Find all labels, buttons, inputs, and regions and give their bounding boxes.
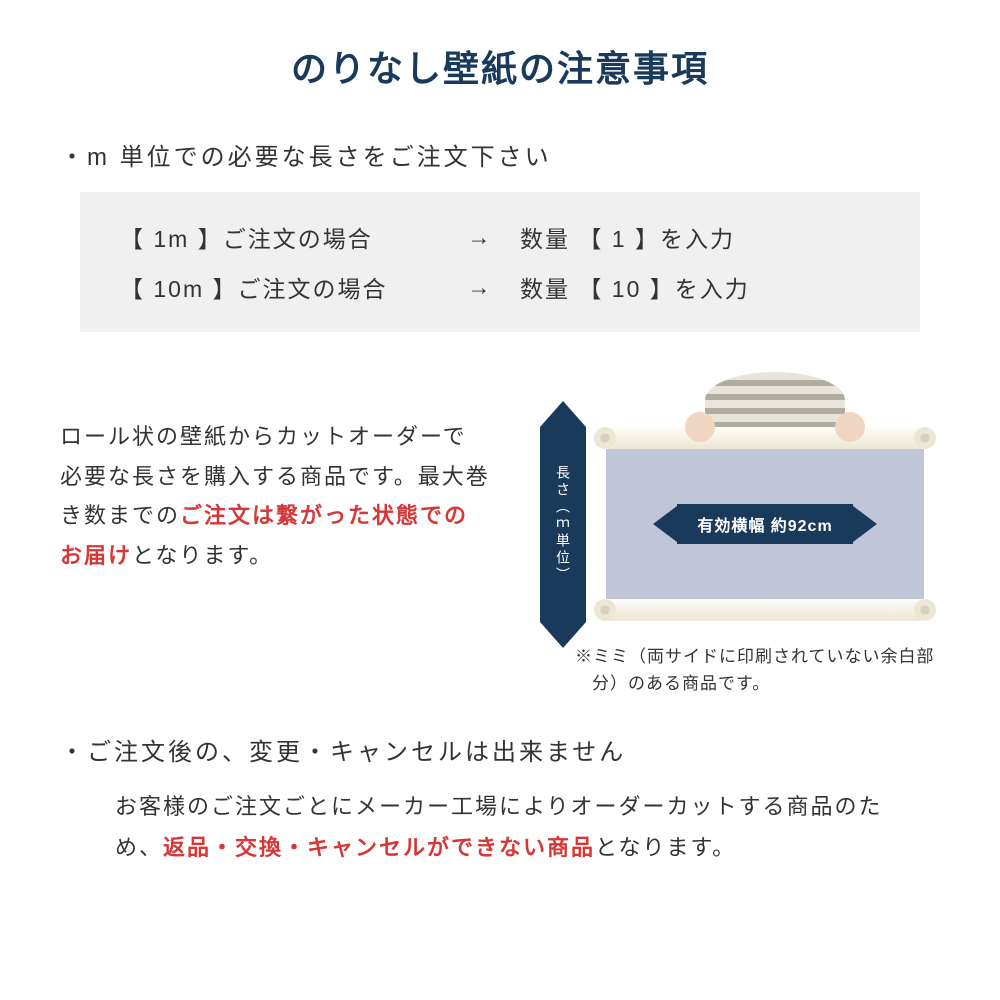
cancel-policy-text: お客様のご注文ごとにメーカー工場によりオーダーカットする商品のため、返品・交換・…	[60, 787, 940, 868]
bullet-no-cancel: ・ご注文後の、変更・キャンセルは出来ません	[60, 732, 940, 767]
mimi-footnote: ※ミミ（両サイドに印刷されていない余白部分）のある商品です。	[575, 643, 940, 697]
example-row: 【 1m 】ご注文の場合 → 数量 【 1 】を入力	[120, 212, 880, 262]
example-row: 【 10m 】ご注文の場合 → 数量 【 10 】を入力	[120, 262, 880, 312]
wallpaper-roll: 有効横幅 約92cm	[600, 427, 930, 621]
example-right: 数量 【 1 】を入力	[520, 220, 880, 254]
example-left: 【 10m 】ご注文の場合	[120, 270, 440, 304]
cancel-emphasis: 返品・交換・キャンセルができない商品	[163, 835, 595, 860]
example-left: 【 1m 】ご注文の場合	[120, 220, 440, 254]
bullet-order-unit: ・m 単位での必要な長さをご注文下さい	[60, 137, 940, 172]
length-arrow-icon: 長さ（ｍ単位）	[540, 427, 586, 622]
product-description-section: ロール状の壁紙からカットオーダーで必要な長さを購入する商品です。最大巻き数までの…	[60, 372, 940, 692]
length-label: 長さ（ｍ単位）	[553, 465, 573, 584]
cut-order-description: ロール状の壁紙からカットオーダーで必要な長さを購入する商品です。最大巻き数までの…	[60, 372, 490, 692]
width-arrow-icon: 有効横幅 約92cm	[677, 504, 852, 544]
order-example-box: 【 1m 】ご注文の場合 → 数量 【 1 】を入力 【 10m 】ご注文の場合…	[80, 192, 920, 332]
wallpaper-sheet: 有効横幅 約92cm	[606, 449, 924, 599]
arrow-right-icon: →	[440, 224, 520, 251]
roll-bottom	[600, 599, 930, 621]
page-title: のりなし壁紙の注意事項	[60, 40, 940, 92]
description-text: となります。	[132, 543, 273, 568]
roll-top	[600, 427, 930, 449]
example-right: 数量 【 10 】を入力	[520, 270, 880, 304]
wallpaper-diagram: 長さ（ｍ単位） 有効横幅 約92cm ※ミミ（両サイドに印刷されていない余白部分…	[515, 372, 940, 692]
width-label: 有効横幅 約92cm	[697, 518, 832, 535]
hand-icon	[835, 412, 865, 442]
arrow-right-icon: →	[440, 274, 520, 301]
cancel-text-part: となります。	[595, 835, 736, 860]
hand-icon	[685, 412, 715, 442]
